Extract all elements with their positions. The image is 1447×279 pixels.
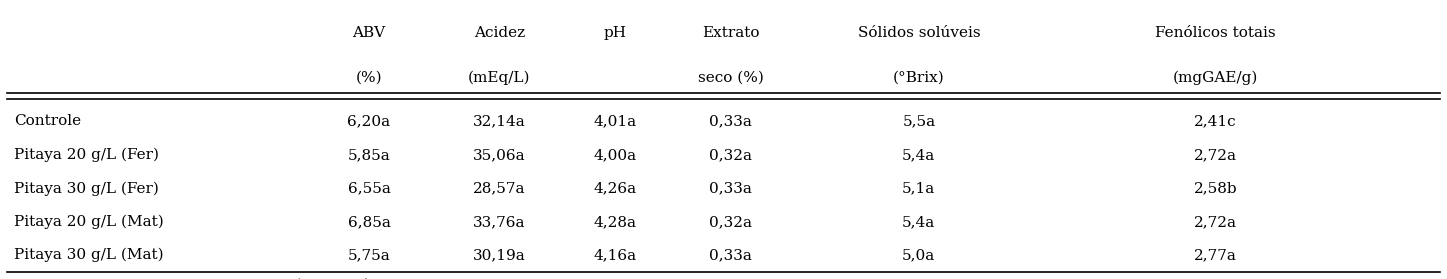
Text: Pitaya 20 g/L (Fer): Pitaya 20 g/L (Fer) <box>14 148 159 162</box>
Text: 4,16a: 4,16a <box>593 248 637 262</box>
Text: 4,00a: 4,00a <box>593 148 637 162</box>
Text: Controle: Controle <box>14 114 81 128</box>
Text: 5,85a: 5,85a <box>347 148 391 162</box>
Text: 5,75a: 5,75a <box>347 248 391 262</box>
Text: 0,32a: 0,32a <box>709 215 752 229</box>
Text: Pitaya 30 g/L (Fer): Pitaya 30 g/L (Fer) <box>14 181 159 196</box>
Text: Pitaya 20 g/L (Mat): Pitaya 20 g/L (Mat) <box>14 215 164 229</box>
Text: Extrato: Extrato <box>702 27 760 40</box>
Text: ABV: ABV <box>353 27 385 40</box>
Text: 0,33a: 0,33a <box>709 248 752 262</box>
Text: 5,5a: 5,5a <box>903 114 935 128</box>
Text: 5,4a: 5,4a <box>903 215 935 229</box>
Text: seco (%): seco (%) <box>697 71 764 85</box>
Text: 32,14a: 32,14a <box>473 114 525 128</box>
Text: (°Brix): (°Brix) <box>893 71 945 85</box>
Text: 6,55a: 6,55a <box>347 181 391 195</box>
Text: (mEq/L): (mEq/L) <box>467 71 531 85</box>
Text: 4,28a: 4,28a <box>593 215 637 229</box>
Text: 28,57a: 28,57a <box>473 181 525 195</box>
Text: 30,19a: 30,19a <box>473 248 525 262</box>
Text: 6,20a: 6,20a <box>347 114 391 128</box>
Text: 0,32a: 0,32a <box>709 148 752 162</box>
Text: 4,26a: 4,26a <box>593 181 637 195</box>
Text: 6,85a: 6,85a <box>347 215 391 229</box>
Text: 0,33a: 0,33a <box>709 114 752 128</box>
Text: 2,72a: 2,72a <box>1194 148 1237 162</box>
Text: 5,0a: 5,0a <box>903 248 935 262</box>
Text: 2,72a: 2,72a <box>1194 215 1237 229</box>
Text: 2,41c: 2,41c <box>1194 114 1237 128</box>
Text: 5,4a: 5,4a <box>903 148 935 162</box>
Text: Sólidos solúveis: Sólidos solúveis <box>858 27 980 40</box>
Text: 35,06a: 35,06a <box>473 148 525 162</box>
Text: Pitaya 30 g/L (Mat): Pitaya 30 g/L (Mat) <box>14 248 164 263</box>
Text: (mgGAE/g): (mgGAE/g) <box>1172 71 1259 85</box>
Text: 0,33a: 0,33a <box>709 181 752 195</box>
Text: 2,58b: 2,58b <box>1194 181 1237 195</box>
Text: Acidez: Acidez <box>473 27 525 40</box>
Text: pH: pH <box>603 27 627 40</box>
Text: 33,76a: 33,76a <box>473 215 525 229</box>
Text: 4,01a: 4,01a <box>593 114 637 128</box>
Text: 2,77a: 2,77a <box>1194 248 1237 262</box>
Text: (%): (%) <box>356 71 382 85</box>
Text: 5,1a: 5,1a <box>903 181 935 195</box>
Text: Fenólicos totais: Fenólicos totais <box>1155 27 1276 40</box>
